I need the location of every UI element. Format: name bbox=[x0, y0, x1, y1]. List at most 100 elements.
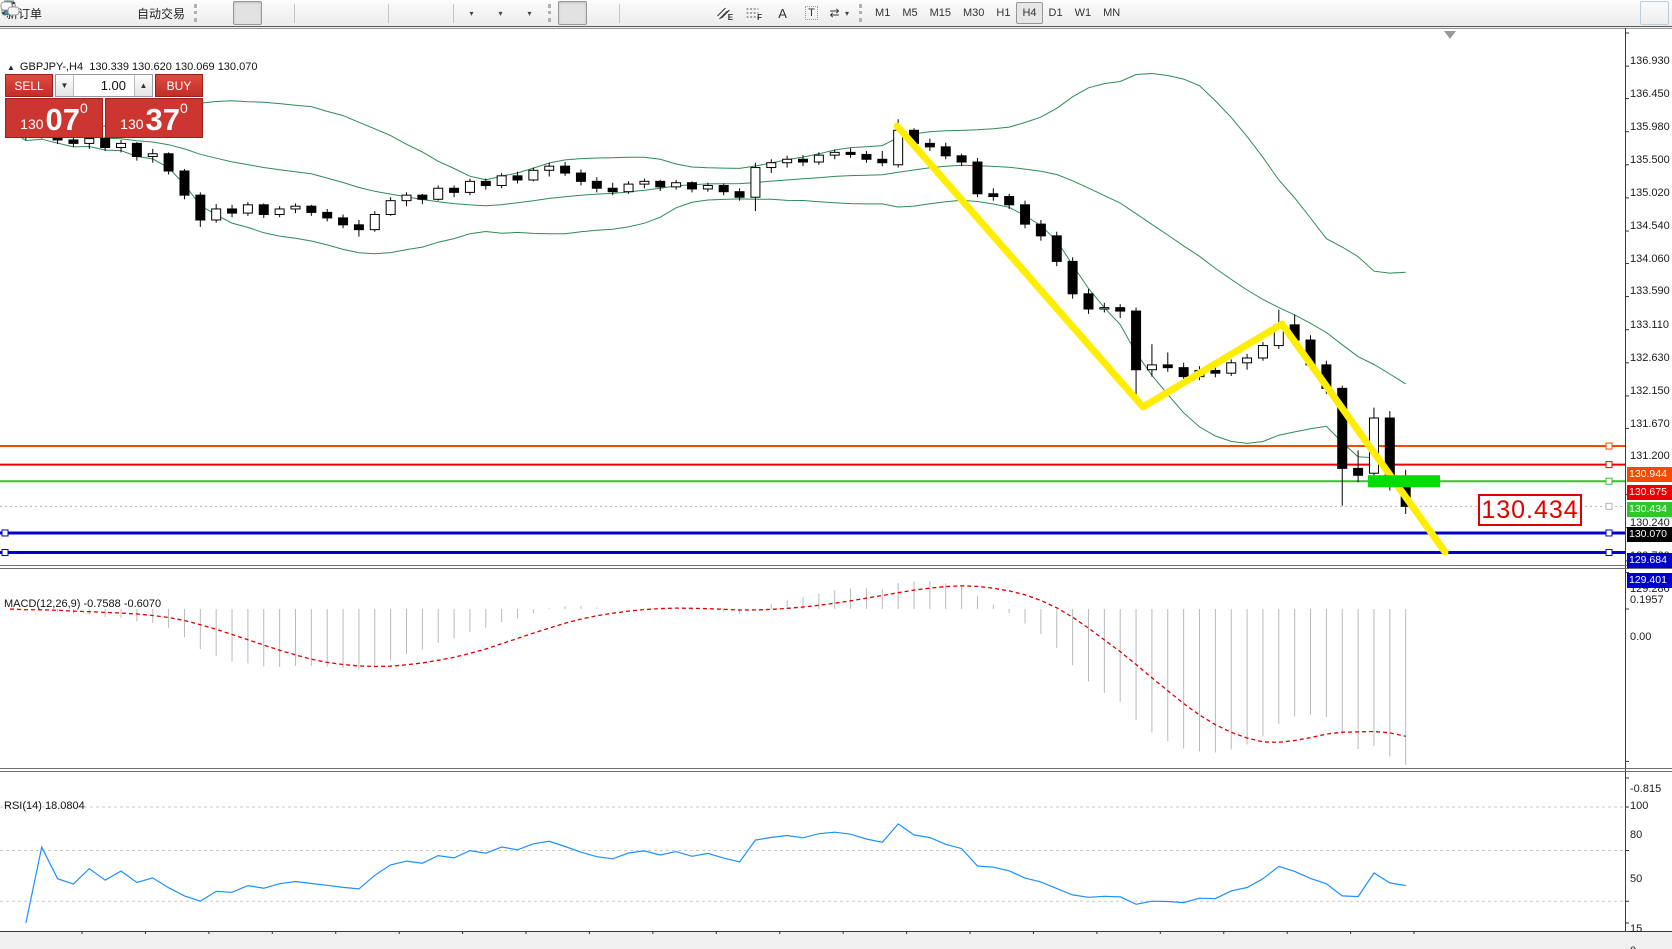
trendline-annotation[interactable] bbox=[893, 122, 1449, 556]
dropdown-arrow-icon[interactable]: ▾ bbox=[498, 8, 503, 18]
price-tag: 130.675 bbox=[1627, 485, 1672, 501]
price-tick-label: 136.930 bbox=[1630, 55, 1670, 67]
price-tick-label: 130.240 bbox=[1630, 516, 1670, 529]
price-tick-label: 134.060 bbox=[1630, 253, 1670, 266]
text-tool-icon: A bbox=[778, 5, 787, 21]
zoom-out-button[interactable] bbox=[2, 1, 356, 25]
timeframe-h1[interactable]: H1 bbox=[996, 7, 1011, 19]
fibonacci-icon bbox=[746, 8, 759, 18]
crosshair-button[interactable] bbox=[2, 1, 616, 25]
toolbar-grip[interactable] bbox=[194, 4, 200, 22]
dropdown-arrow-icon[interactable]: ▾ bbox=[527, 8, 532, 18]
text-label-tool[interactable]: T bbox=[797, 1, 826, 25]
dropdown-arrow-icon[interactable]: ▾ bbox=[469, 8, 474, 18]
candlestick-chart-button[interactable] bbox=[3, 1, 263, 25]
bar-chart-button[interactable] bbox=[2, 1, 233, 25]
volume-value[interactable]: 1.00 bbox=[74, 75, 134, 96]
buy-button[interactable]: BUY bbox=[155, 74, 203, 97]
chat-icon bbox=[0, 1, 20, 16]
auto-scroll-button[interactable] bbox=[2, 1, 421, 25]
shapes-icon: ⇄ bbox=[829, 6, 840, 20]
zoom-in-button[interactable] bbox=[2, 1, 327, 25]
toolbar-grip[interactable] bbox=[859, 4, 865, 22]
price-tick-label: 132.630 bbox=[1630, 351, 1670, 364]
toolbar-separator bbox=[453, 3, 455, 23]
shapes-tool[interactable]: ⇄ ▾ bbox=[826, 1, 855, 25]
channel-icon bbox=[717, 7, 730, 20]
toolbar-grip[interactable] bbox=[548, 4, 554, 22]
autotrade-label: 自动交易 bbox=[137, 6, 186, 21]
timeframe-d1[interactable]: D1 bbox=[1048, 7, 1063, 19]
text-tool[interactable]: A bbox=[768, 1, 797, 25]
chart-area[interactable]: ▲ GBPJPY-,H4 130.339 130.620 130.069 130.… bbox=[0, 28, 1672, 949]
volume-decrease-button[interactable]: ▼ bbox=[56, 75, 74, 96]
price-tag: 129.684 bbox=[1627, 553, 1672, 569]
timeframe-m30[interactable]: M30 bbox=[963, 7, 985, 19]
chart-plot[interactable] bbox=[0, 28, 1672, 949]
fibo-letter: F bbox=[757, 13, 763, 22]
cursor-button[interactable] bbox=[5, 1, 588, 25]
toolbar-separator bbox=[294, 3, 296, 23]
search-button[interactable] bbox=[1, 1, 1640, 25]
collapse-arrow-icon[interactable]: ▲ bbox=[7, 63, 15, 72]
buy-price-small: 130 bbox=[120, 116, 144, 132]
rsi-tick-label: 0 bbox=[1630, 945, 1636, 949]
timeframe-h4[interactable]: H4 bbox=[1016, 2, 1043, 24]
chat-button[interactable] bbox=[0, 1, 1669, 25]
one-click-trading-panel: SELL ▼ 1.00 ▲ BUY 130 07 0 130 37 0 bbox=[5, 74, 203, 138]
toolbar-separator bbox=[388, 3, 390, 23]
chart-shift-button[interactable] bbox=[2, 1, 450, 25]
highlight-rect-annotation[interactable] bbox=[1368, 475, 1440, 488]
label-tool-icon: T bbox=[805, 6, 818, 20]
autotrade-button[interactable]: 自动交易 bbox=[1, 0, 190, 25]
timeframe-m5[interactable]: M5 bbox=[902, 7, 918, 19]
channel-letter: E bbox=[727, 13, 734, 22]
buy-price-sup: 0 bbox=[180, 100, 188, 116]
rsi-tick-label: 15 bbox=[1630, 923, 1643, 936]
timeframe-mn[interactable]: MN bbox=[1103, 7, 1121, 19]
macd-tick-label: -0.815 bbox=[1630, 783, 1662, 796]
price-tag: 130.944 bbox=[1627, 466, 1672, 482]
vertical-line-tool[interactable] bbox=[8, 1, 652, 25]
rsi-tick-label: 100 bbox=[1630, 800, 1649, 812]
price-tick-label: 131.200 bbox=[1630, 450, 1670, 463]
timeframe-w1[interactable]: W1 bbox=[1074, 7, 1092, 19]
price-tick-label: 136.450 bbox=[1630, 88, 1670, 101]
price-tag: 129.401 bbox=[1627, 573, 1672, 588]
sell-button[interactable]: SELL bbox=[5, 74, 53, 97]
new-chart-button[interactable]: ▾ bbox=[1, 1, 486, 25]
toolbar-separator bbox=[619, 3, 621, 23]
sell-price-display[interactable]: 130 07 0 bbox=[5, 98, 103, 138]
period-menu-button[interactable]: ▾ bbox=[1, 1, 515, 25]
macd-label: MACD(12,26,9) -0.7588 -0.6070 bbox=[4, 598, 162, 610]
dropdown-arrow-icon[interactable]: ▾ bbox=[845, 8, 850, 18]
tile-windows-button[interactable] bbox=[2, 1, 385, 25]
rsi-label: RSI(14) 18.0804 bbox=[4, 800, 85, 812]
chart-shift-marker[interactable] bbox=[1444, 31, 1456, 39]
signal-button[interactable] bbox=[1, 1, 134, 25]
sell-price-big: 07 bbox=[45, 102, 81, 137]
channel-tool[interactable]: E bbox=[710, 1, 739, 25]
line-chart-button[interactable] bbox=[1, 1, 291, 25]
horizontal-line-tool[interactable] bbox=[2, 1, 681, 25]
price-tag: 130.434 bbox=[1627, 501, 1672, 517]
sell-price-sup: 0 bbox=[80, 100, 88, 116]
timeframe-m1[interactable]: M1 bbox=[875, 7, 891, 19]
chart-symbol-header: ▲ GBPJPY-,H4 130.339 130.620 130.069 130.… bbox=[7, 61, 257, 73]
buy-price-display[interactable]: 130 37 0 bbox=[105, 98, 203, 138]
price-tick-label: 133.590 bbox=[1630, 285, 1670, 298]
price-annotation-label[interactable]: 130.434 bbox=[1478, 494, 1582, 526]
crayon-button[interactable] bbox=[1, 1, 76, 25]
volume-increase-button[interactable]: ▲ bbox=[134, 75, 152, 96]
price-tick-label: 135.500 bbox=[1630, 153, 1670, 166]
price-tick-label: 133.110 bbox=[1630, 318, 1669, 331]
ohlc-values: 130.339 130.620 130.069 130.070 bbox=[89, 61, 258, 73]
timeframe-m15[interactable]: M15 bbox=[929, 7, 951, 19]
trendline-tool[interactable] bbox=[2, 1, 710, 25]
template-menu-button[interactable]: ▾ bbox=[1, 1, 544, 25]
fibonacci-tool[interactable]: F bbox=[739, 1, 768, 25]
trader-profile-button[interactable] bbox=[1, 1, 105, 25]
price-tick-label: 131.670 bbox=[1630, 417, 1670, 430]
buy-price-big: 37 bbox=[145, 102, 181, 137]
